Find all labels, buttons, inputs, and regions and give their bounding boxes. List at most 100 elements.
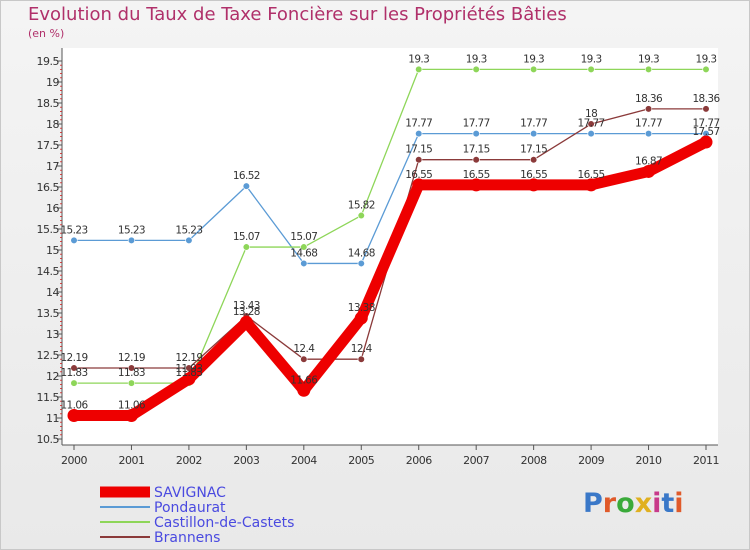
data-label: 14.68 bbox=[290, 247, 317, 259]
data-label: 17.77 bbox=[520, 118, 547, 130]
logo-letter: r bbox=[602, 488, 617, 519]
y-tick-label: 15.5 bbox=[37, 223, 60, 236]
data-label: 15.07 bbox=[233, 231, 260, 243]
data-label: 16.87 bbox=[635, 155, 662, 167]
data-label: 11.06 bbox=[118, 399, 146, 411]
x-tick-label: 2000 bbox=[61, 454, 87, 467]
data-point bbox=[300, 243, 308, 251]
data-label: 12.4 bbox=[293, 343, 315, 355]
y-tick-label: 10.5 bbox=[37, 433, 60, 446]
chart-title: Evolution du Taux de Taxe Foncière sur l… bbox=[28, 4, 567, 25]
data-point bbox=[530, 130, 538, 138]
x-tick-label: 2011 bbox=[693, 454, 719, 467]
data-label: 15.23 bbox=[118, 224, 145, 236]
data-label: 17.15 bbox=[520, 144, 547, 156]
y-tick-label: 19.5 bbox=[37, 55, 60, 68]
data-point bbox=[415, 65, 423, 73]
data-point bbox=[587, 120, 595, 128]
data-point bbox=[357, 211, 365, 220]
logo-letter: i bbox=[674, 488, 684, 519]
data-point bbox=[357, 355, 365, 363]
data-point bbox=[527, 178, 541, 192]
proxiti-logo: Proxiti bbox=[583, 488, 684, 519]
y-tick-label: 11.5 bbox=[37, 391, 60, 404]
x-tick-label: 2009 bbox=[578, 454, 604, 467]
data-point bbox=[415, 130, 423, 138]
data-point bbox=[587, 130, 595, 138]
data-label: 12.19 bbox=[118, 352, 145, 364]
series-line-pondaurat bbox=[73, 133, 707, 265]
x-tick-label: 2010 bbox=[636, 454, 662, 467]
data-point bbox=[242, 243, 250, 251]
data-point bbox=[702, 65, 710, 73]
data-point bbox=[70, 236, 78, 244]
data-label: 15.07 bbox=[290, 231, 317, 243]
y-tick-label: 11 bbox=[46, 412, 59, 425]
x-tick-label: 2003 bbox=[233, 454, 259, 467]
data-point bbox=[587, 65, 595, 73]
data-label: 19.3 bbox=[638, 53, 659, 65]
y-tick-label: 12 bbox=[46, 370, 59, 383]
x-tick-label: 2002 bbox=[176, 454, 202, 467]
data-point bbox=[415, 156, 423, 164]
data-point bbox=[185, 236, 193, 244]
legend-label: Brannens bbox=[154, 530, 220, 546]
data-label: 17.77 bbox=[405, 118, 432, 130]
data-point bbox=[472, 130, 480, 138]
data-point bbox=[472, 156, 480, 164]
y-tick-label: 12.5 bbox=[37, 349, 60, 362]
logo-letter: P bbox=[583, 488, 603, 519]
y-tick-label: 16.5 bbox=[37, 181, 60, 194]
y-tick-label: 13 bbox=[46, 328, 59, 341]
x-tick-label: 2006 bbox=[406, 454, 432, 467]
data-point bbox=[412, 178, 426, 192]
data-point bbox=[300, 259, 308, 268]
data-label: 13.38 bbox=[348, 302, 375, 314]
logo-letter: t bbox=[661, 488, 675, 519]
data-point bbox=[699, 135, 713, 149]
data-label: 15.82 bbox=[348, 200, 375, 212]
data-point bbox=[297, 383, 311, 397]
data-label: 16.55 bbox=[463, 169, 490, 181]
data-point bbox=[469, 178, 483, 192]
legend-label: Pondaurat bbox=[154, 500, 226, 516]
data-label: 19.3 bbox=[408, 53, 429, 65]
data-label: 18 bbox=[585, 108, 597, 120]
x-tick-label: 2005 bbox=[348, 454, 374, 467]
logo-letter: x bbox=[634, 488, 653, 519]
x-tick-label: 2008 bbox=[521, 454, 547, 467]
y-tick-label: 15 bbox=[46, 244, 59, 257]
x-tick-label: 2007 bbox=[463, 454, 489, 467]
data-label: 17.77 bbox=[463, 118, 490, 130]
data-label: 19.3 bbox=[523, 53, 544, 65]
data-label: 17.57 bbox=[692, 126, 719, 138]
data-label: 18.36 bbox=[692, 93, 720, 105]
data-label: 16.55 bbox=[578, 169, 605, 181]
data-label: 11.83 bbox=[60, 367, 87, 379]
y-tick-label: 17 bbox=[46, 160, 59, 173]
data-label: 16.55 bbox=[520, 169, 547, 181]
data-point bbox=[127, 379, 136, 387]
data-label: 12.19 bbox=[175, 352, 202, 364]
data-point bbox=[67, 408, 81, 422]
y-tick-label: 18 bbox=[46, 118, 59, 131]
data-label: 17.77 bbox=[635, 118, 662, 130]
data-point bbox=[354, 311, 368, 325]
data-label: 19.3 bbox=[581, 53, 602, 65]
data-label: 11.06 bbox=[60, 399, 88, 411]
data-point bbox=[124, 408, 138, 422]
data-label: 19.3 bbox=[466, 53, 487, 65]
x-tick-label: 2001 bbox=[118, 454, 144, 467]
data-point bbox=[702, 105, 710, 113]
data-label: 13.28 bbox=[233, 306, 260, 318]
data-point bbox=[127, 236, 136, 244]
y-tick-label: 18.5 bbox=[37, 97, 60, 110]
data-label: 14.68 bbox=[348, 247, 375, 259]
data-point bbox=[644, 105, 653, 113]
data-label: 11.83 bbox=[118, 367, 145, 379]
data-label: 15.23 bbox=[60, 224, 87, 236]
data-point bbox=[70, 379, 78, 387]
y-axis-unit: (en %) bbox=[28, 27, 65, 40]
data-label: 11.66 bbox=[290, 374, 318, 386]
logo-letter: o bbox=[616, 488, 635, 519]
